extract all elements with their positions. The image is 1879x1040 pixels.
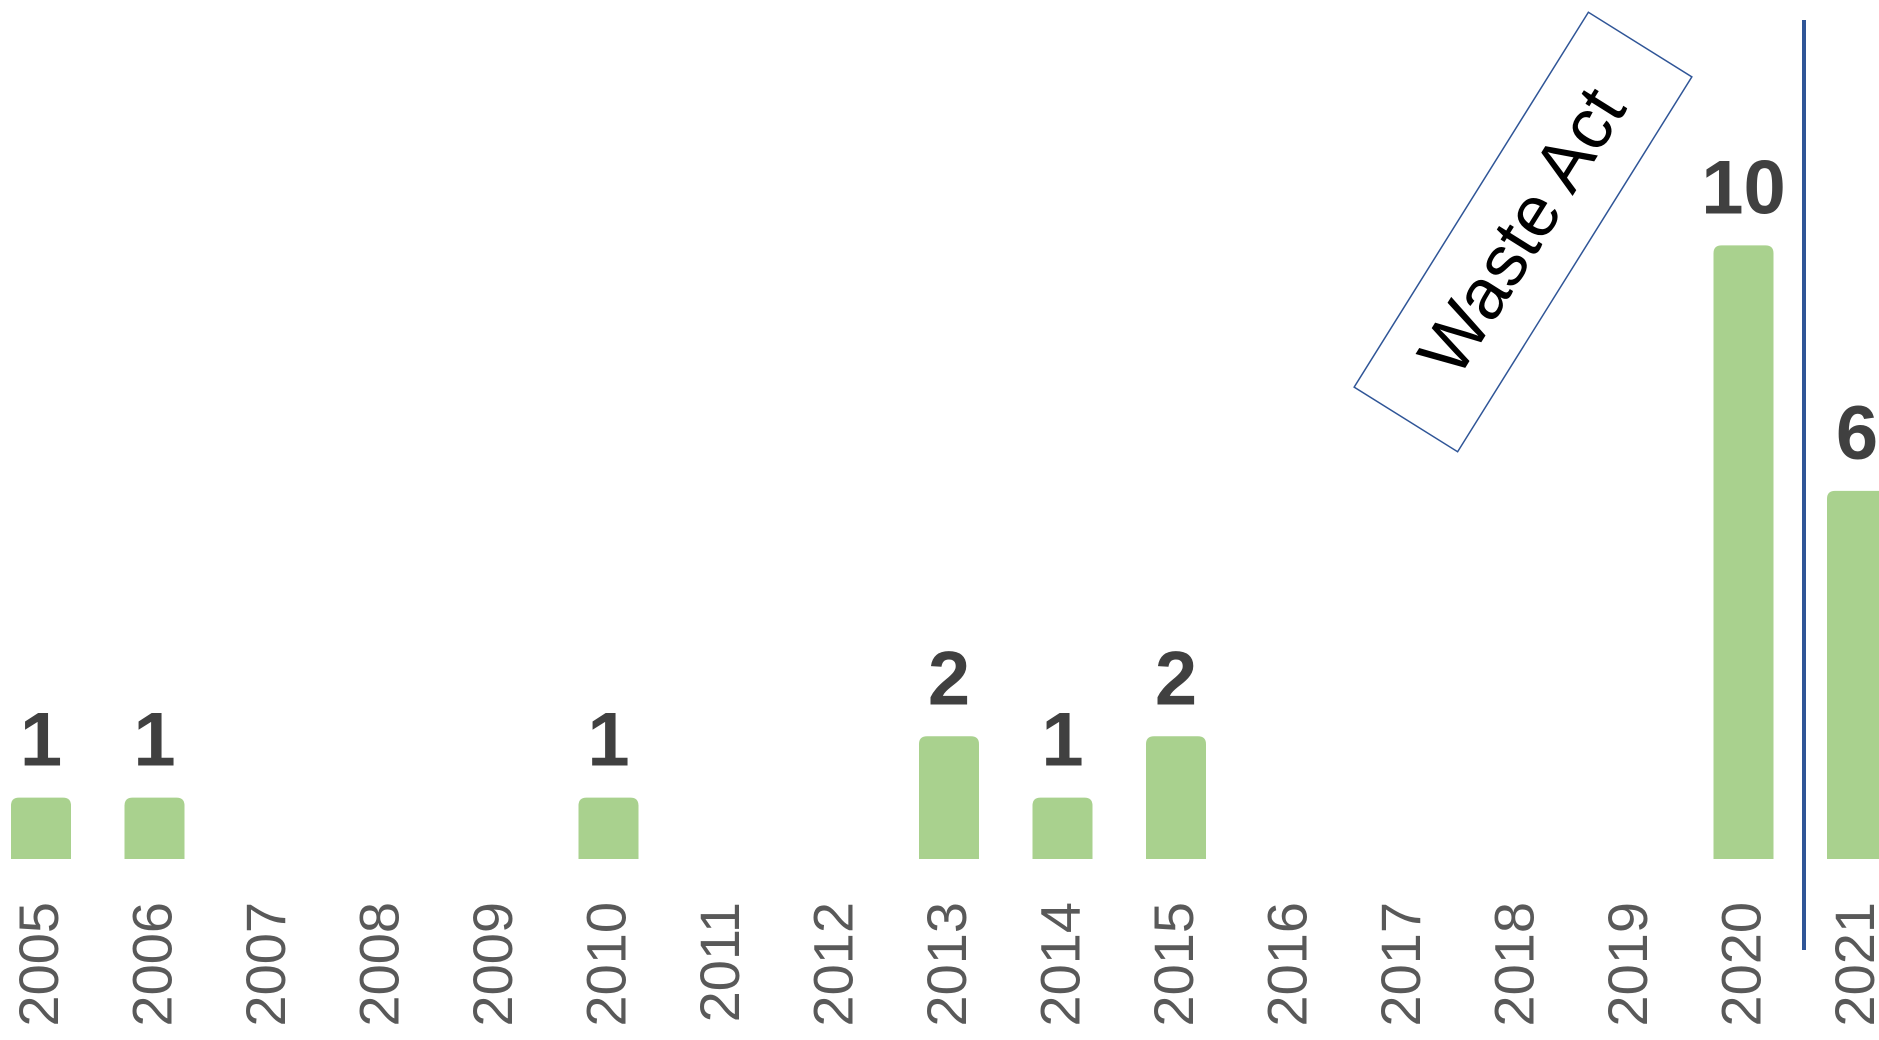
x-tick-label: 2017 [1369,902,1432,1027]
x-tick-label: 2010 [574,902,637,1027]
x-tick-label: 2020 [1709,902,1772,1027]
data-label: 1 [1041,698,1083,783]
bar [11,797,71,859]
data-label: 6 [1836,391,1878,476]
data-label: 1 [20,698,62,783]
bar [1827,490,1879,859]
x-tick-label: 2009 [461,902,524,1027]
bar [919,736,979,859]
bar [124,797,185,859]
data-label: 2 [928,636,970,721]
bar [1032,797,1093,859]
annotation-box [1353,11,1693,453]
x-tick-label: 2018 [1482,902,1545,1027]
data-label: 1 [587,698,629,783]
bar [578,797,639,859]
bar [1146,736,1206,859]
x-tick-label: 2011 [688,902,751,1022]
data-label: 10 [1701,146,1786,231]
x-tick-label: 2008 [347,902,410,1027]
x-tick-label: 2013 [915,902,978,1027]
data-label: 1 [133,698,175,783]
x-tick-label: 2015 [1142,902,1205,1027]
data-label: 2 [1155,636,1197,721]
bar [1713,245,1774,859]
x-tick-label: 2019 [1596,902,1659,1027]
x-tick-label: 2016 [1255,902,1318,1027]
x-tick-label: 2012 [801,902,864,1027]
x-tick-label: 2007 [234,902,297,1027]
x-tick-label: 2006 [120,902,183,1027]
x-tick-label: 2021 [1823,902,1879,1027]
annotation: Waste Act [1353,11,1693,453]
x-tick-label: 2005 [7,902,70,1027]
x-tick-label: 2014 [1028,902,1091,1027]
